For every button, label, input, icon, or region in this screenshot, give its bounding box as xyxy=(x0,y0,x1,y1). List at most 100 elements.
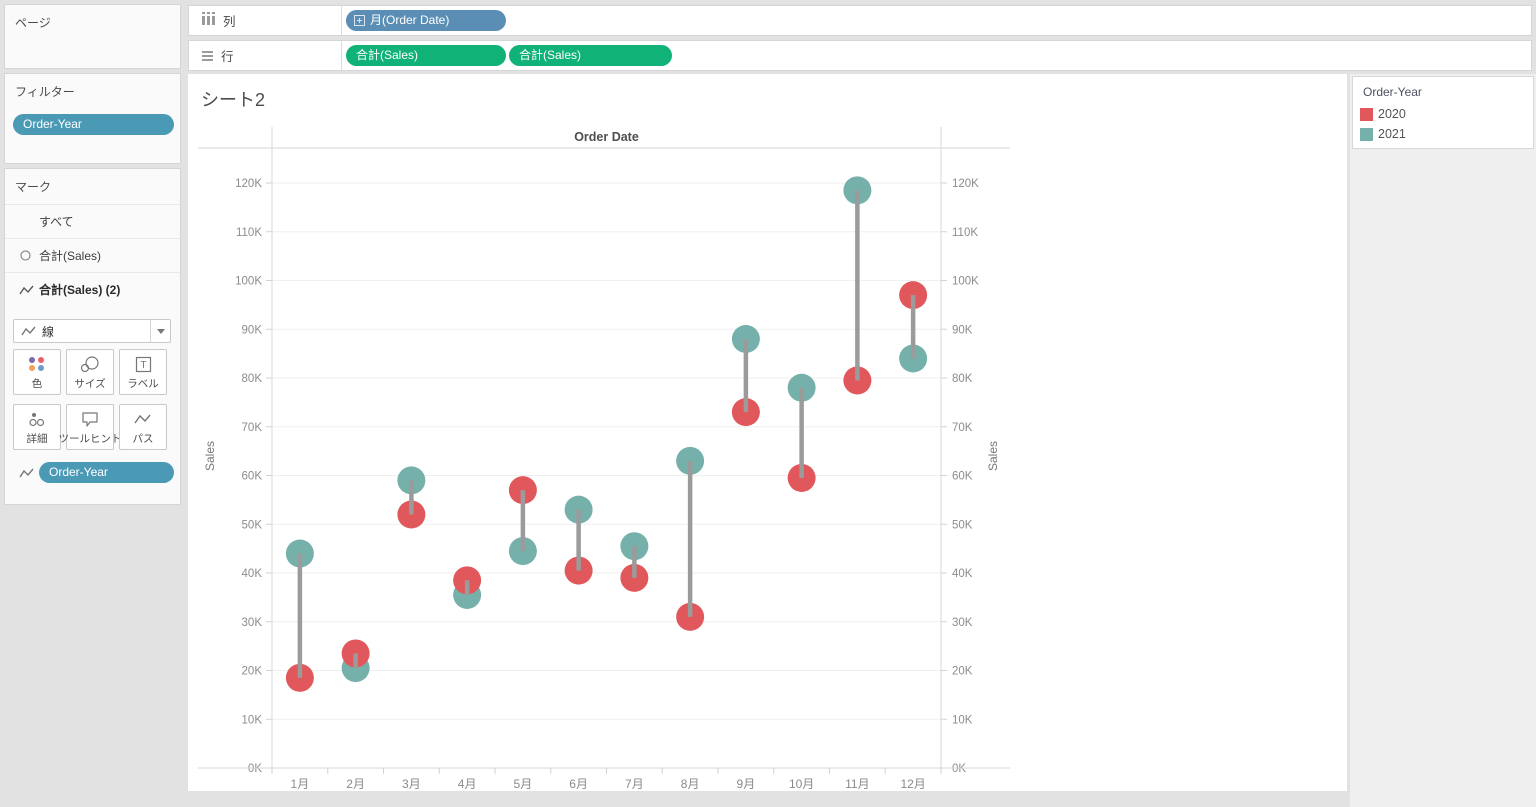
y-tick-label-right: 20K xyxy=(952,666,973,678)
line-mark-icon xyxy=(21,325,36,337)
filters-shelf[interactable]: フィルター Order-Year xyxy=(4,73,181,164)
legend-swatch-2021 xyxy=(1360,127,1373,141)
y-tick-label-right: 70K xyxy=(952,422,973,434)
columns-shelf-label: 列 xyxy=(223,15,236,29)
y-tick-label-left: 80K xyxy=(242,373,263,385)
x-tick-label[interactable]: 8月 xyxy=(681,777,700,791)
legend-column: Order-Year 2020 2021 xyxy=(1350,74,1536,807)
marks-card: マーク すべて 合計(Sales) 合計(Sales) (2) 線 色 サイズ xyxy=(4,168,181,505)
y-tick-label-left: 10K xyxy=(242,714,263,726)
detail-button-label: 詳細 xyxy=(26,433,48,445)
x-tick-label[interactable]: 11月 xyxy=(845,777,869,791)
y-tick-label-left: 20K xyxy=(242,666,263,678)
marks-tab-all-label: すべて xyxy=(39,214,74,229)
pages-shelf-title: ページ xyxy=(15,16,51,30)
columns-pill-month-order-date[interactable]: 月(Order Date) xyxy=(346,10,506,31)
right-axis-title[interactable]: Sales xyxy=(986,441,1000,471)
path-zigzag-icon xyxy=(134,405,152,433)
tooltip-button-label: ツールヒント xyxy=(58,433,122,445)
y-tick-label-right: 0K xyxy=(952,763,966,775)
detail-dots-icon xyxy=(28,405,46,433)
y-tick-label-right: 60K xyxy=(952,471,973,483)
rows-shelf-label: 行 xyxy=(221,50,234,64)
legend-title: Order-Year xyxy=(1363,85,1422,99)
rows-pill-sum-sales-2[interactable]: 合計(Sales) xyxy=(509,45,672,66)
x-tick-label[interactable]: 4月 xyxy=(458,777,477,791)
color-button[interactable]: 色 xyxy=(13,349,61,395)
y-tick-label-right: 110K xyxy=(952,227,978,239)
y-tick-label-right: 80K xyxy=(952,373,973,385)
marks-tab-sales[interactable]: 合計(Sales) xyxy=(5,238,180,272)
plus-box-icon[interactable] xyxy=(354,15,365,26)
legend-label-2021: 2021 xyxy=(1378,127,1406,141)
dropdown-caret[interactable] xyxy=(150,320,170,342)
x-tick-label[interactable]: 5月 xyxy=(514,777,533,791)
y-tick-label-right: 10K xyxy=(952,714,973,726)
rows-shelf-header: 行 xyxy=(189,41,342,70)
column-field-header[interactable]: Order Date xyxy=(574,130,639,144)
path-button-label: パス xyxy=(132,433,154,445)
columns-pill-label: 月(Order Date) xyxy=(370,13,450,27)
x-tick-label[interactable]: 2月 xyxy=(346,777,365,791)
color-button-label: 色 xyxy=(31,378,43,390)
rows-pill-sum-sales-1[interactable]: 合計(Sales) xyxy=(346,45,506,66)
tooltip-bubble-icon xyxy=(81,405,99,433)
x-tick-label[interactable]: 6月 xyxy=(569,777,588,791)
label-t-icon: T xyxy=(135,350,152,378)
marks-pill-order-year[interactable]: Order-Year xyxy=(39,462,174,483)
y-tick-label-right: 40K xyxy=(952,568,973,580)
left-axis-title[interactable]: Sales xyxy=(203,441,217,471)
y-tick-label-left: 50K xyxy=(242,519,263,531)
pages-shelf[interactable]: ページ xyxy=(4,4,181,69)
tooltip-button[interactable]: ツールヒント xyxy=(59,404,122,450)
worksheet-canvas: シート2 0K 0K 10K 10K 20K 20K 30K 30K 40K 40K 50K 50K 6… xyxy=(188,74,1347,791)
marks-tab-sales-2-label: 合計(Sales) (2) xyxy=(39,282,121,297)
y-tick-label-left: 70K xyxy=(242,422,263,434)
filters-shelf-title: フィルター xyxy=(15,85,75,99)
marks-tab-sales-label: 合計(Sales) xyxy=(39,248,102,263)
mark-type-dropdown[interactable]: 線 xyxy=(13,319,171,343)
path-button[interactable]: パス xyxy=(119,404,167,450)
size-circles-icon xyxy=(80,350,100,378)
y-tick-label-right: 100K xyxy=(952,276,979,288)
marks-tab-sales-2[interactable]: 合計(Sales) (2) xyxy=(5,272,180,306)
columns-icon xyxy=(202,12,215,25)
y-tick-label-left: 110K xyxy=(236,227,262,239)
x-tick-label[interactable]: 3月 xyxy=(402,777,421,791)
color-legend-card[interactable]: Order-Year 2020 2021 xyxy=(1352,76,1534,149)
columns-shelf[interactable]: 列 月(Order Date) xyxy=(188,5,1532,36)
detail-button[interactable]: 詳細 xyxy=(13,404,61,450)
legend-item-2020[interactable]: 2020 xyxy=(1353,104,1533,124)
y-tick-label-left: 0K xyxy=(248,763,262,775)
marks-card-title: マーク xyxy=(15,180,52,194)
y-tick-label-left: 120K xyxy=(235,178,262,190)
x-tick-label[interactable]: 10月 xyxy=(789,777,814,791)
sheet-title[interactable]: シート2 xyxy=(201,90,266,110)
filter-pill-order-year[interactable]: Order-Year xyxy=(13,114,174,135)
y-tick-label-left: 90K xyxy=(242,324,263,336)
x-tick-label[interactable]: 9月 xyxy=(737,777,756,791)
y-tick-label-left: 60K xyxy=(242,471,263,483)
line-mark-icon xyxy=(19,284,39,296)
circle-mark-icon xyxy=(19,249,39,262)
x-tick-label[interactable]: 1月 xyxy=(291,777,310,791)
legend-item-2021[interactable]: 2021 xyxy=(1353,124,1533,144)
size-button-label: サイズ xyxy=(74,378,106,390)
legend-label-2020: 2020 xyxy=(1378,107,1406,121)
y-tick-label-right: 90K xyxy=(952,324,973,336)
chart: 0K 0K 10K 10K 20K 20K 30K 30K 40K 40K 50K 50K 60K 60K… xyxy=(198,127,1010,791)
marks-tab-all[interactable]: すべて xyxy=(5,204,180,238)
x-tick-label[interactable]: 7月 xyxy=(625,777,644,791)
y-tick-label-right: 120K xyxy=(952,178,979,190)
y-tick-label-left: 100K xyxy=(235,276,262,288)
rows-icon xyxy=(202,50,213,61)
x-tick-label[interactable]: 12月 xyxy=(900,777,925,791)
svg-text:T: T xyxy=(140,360,146,371)
label-button[interactable]: T ラベル xyxy=(119,349,167,395)
y-tick-label-left: 40K xyxy=(242,568,263,580)
rows-shelf[interactable]: 行 合計(Sales) 合計(Sales) xyxy=(188,40,1532,71)
size-button[interactable]: サイズ xyxy=(66,349,114,395)
line-mark-icon xyxy=(19,467,34,479)
columns-shelf-header: 列 xyxy=(189,6,342,35)
y-tick-label-right: 50K xyxy=(952,519,973,531)
